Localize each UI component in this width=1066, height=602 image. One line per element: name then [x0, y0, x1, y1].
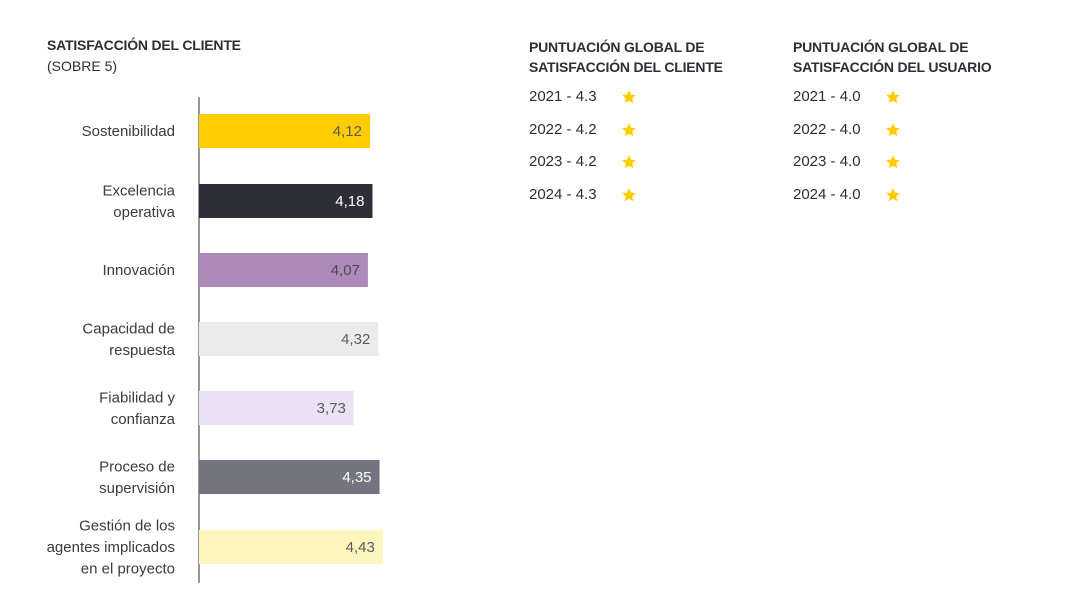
category-label: Innovación	[102, 262, 175, 279]
bar-value-label: 4,32	[341, 331, 370, 348]
star-icon	[886, 155, 900, 169]
category-label: Capacidad de respuesta	[82, 320, 175, 359]
score-row: 2023 - 4.2	[529, 153, 723, 186]
user-score-list: 2021 - 4.0 2022 - 4.0 2023 - 4.0 2024 - 4.0	[793, 88, 991, 218]
user-score-title: PUNTUACIÓN GLOBAL DE SATISFACCIÓN DEL US…	[793, 39, 992, 75]
star-icon	[886, 122, 900, 136]
bar-value-label: 3,73	[317, 400, 346, 417]
client-score-list: 2021 - 4.3 2022 - 4.2 2023 - 4.2 2024 - 4.3	[529, 88, 723, 218]
score-text: 2021 - 4.3	[529, 88, 597, 105]
star-icon	[622, 155, 636, 169]
chart-subtitle: (SOBRE 5)	[47, 58, 118, 74]
chart-title: SATISFACCIÓN DEL CLIENTE	[47, 37, 241, 53]
client-score-panel: PUNTUACIÓN GLOBAL DE SATISFACCIÓN DEL CL…	[529, 37, 723, 218]
score-text: 2022 - 4.2	[529, 120, 597, 138]
category-label: Excelencia operativa	[102, 182, 175, 221]
bar-value-label: 4,43	[346, 539, 375, 556]
category-label: Sostenibilidad	[82, 123, 175, 140]
bar	[199, 253, 368, 287]
bar-value-label: 4,18	[335, 193, 364, 210]
score-row: 2021 - 4.0	[793, 88, 991, 121]
score-text: 2023 - 4.2	[529, 153, 597, 170]
bar	[199, 322, 379, 356]
score-text: 2022 - 4.0	[793, 120, 861, 138]
score-row: 2023 - 4.0	[793, 153, 991, 186]
star-icon	[622, 187, 636, 201]
star-icon	[622, 90, 636, 104]
score-row: 2024 - 4.0	[793, 186, 991, 219]
category-label: Proceso de supervisión	[99, 458, 175, 497]
bar-value-label: 4,35	[342, 469, 371, 486]
score-row: 2022 - 4.2	[529, 121, 723, 154]
star-icon	[886, 90, 900, 104]
score-text: 2021 - 4.0	[793, 88, 861, 105]
score-row: 2022 - 4.0	[793, 121, 991, 154]
score-row: 2024 - 4.3	[529, 186, 723, 219]
score-row: 2021 - 4.3	[529, 88, 723, 121]
score-text: 2023 - 4.0	[793, 153, 861, 170]
customer-satisfaction-bar-chart: 4,12 Sostenibilidad 4,18 Excelencia operativ…	[47, 97, 383, 583]
category-label: Gestión de los agentes implicados en el pr…	[47, 518, 175, 578]
score-text: 2024 - 4.0	[793, 185, 861, 203]
category-label: Fiabilidad y confianza	[99, 389, 176, 428]
bar	[199, 184, 373, 218]
bar-value-label: 4,12	[333, 123, 362, 140]
star-icon	[886, 187, 900, 201]
bar	[199, 530, 383, 564]
user-score-panel: PUNTUACIÓN GLOBAL DE SATISFACCIÓN DEL US…	[793, 37, 992, 218]
bar	[199, 114, 370, 148]
bar	[199, 460, 380, 494]
star-icon	[622, 122, 636, 136]
bar-value-label: 4,07	[331, 262, 360, 279]
bar	[199, 391, 354, 425]
client-score-title: PUNTUACIÓN GLOBAL DE SATISFACCIÓN DEL CL…	[529, 39, 723, 75]
score-text: 2024 - 4.3	[529, 185, 597, 203]
